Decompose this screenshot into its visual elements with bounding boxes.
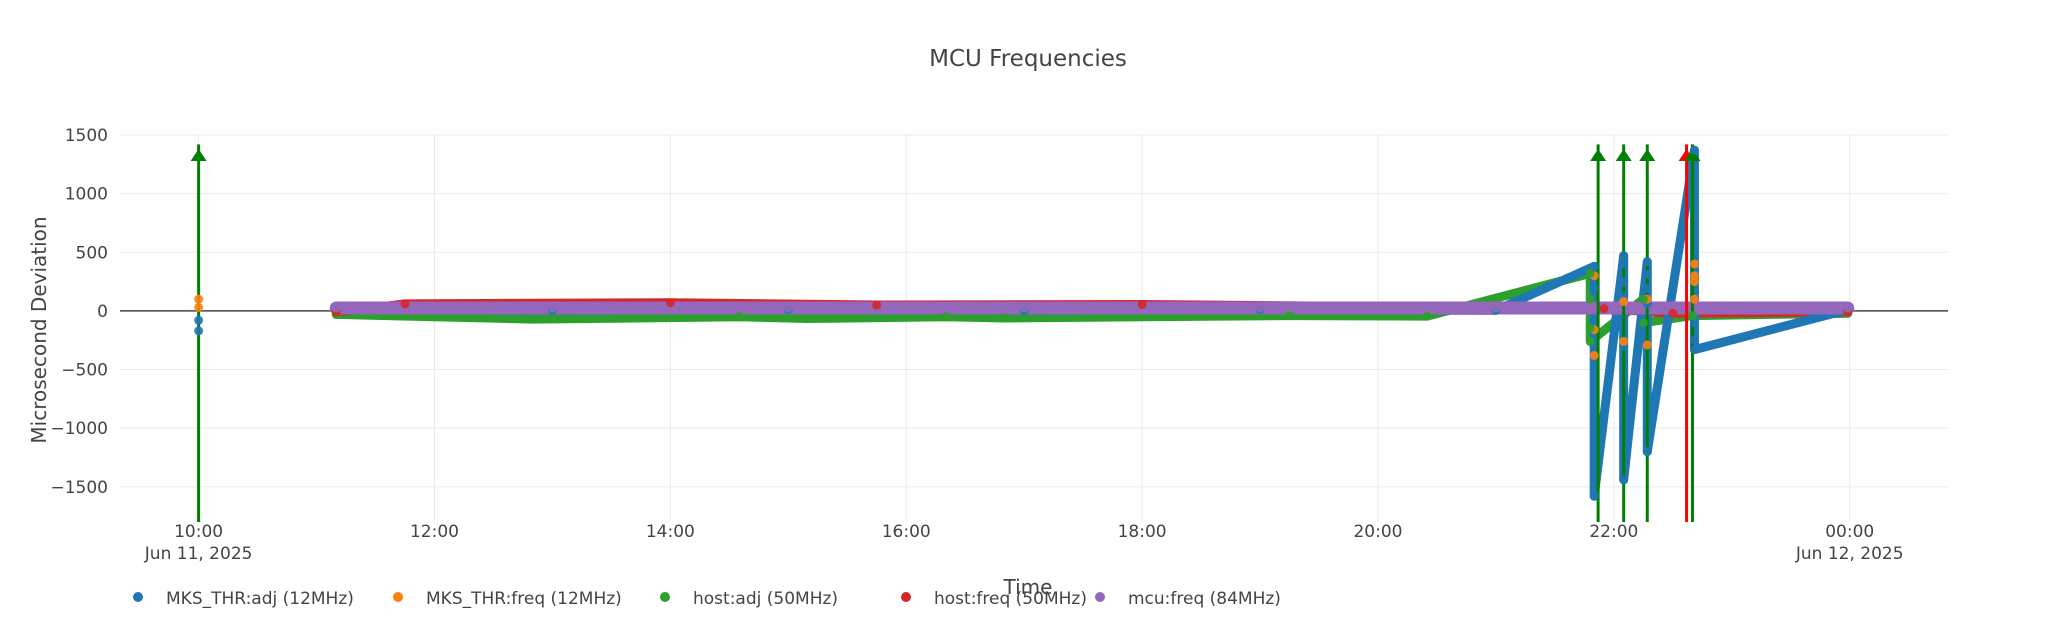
- data-point: [1689, 145, 1699, 155]
- data-point: [400, 299, 410, 309]
- legend-marker: [393, 592, 403, 602]
- data-point: [1642, 257, 1652, 267]
- data-point: [1638, 318, 1648, 328]
- data-point: [1019, 303, 1029, 313]
- data-point: [1727, 303, 1737, 313]
- data-point: [1599, 304, 1609, 314]
- x-tick-label: 22:00: [1589, 522, 1638, 542]
- data-point: [1642, 447, 1652, 457]
- data-point: [1285, 311, 1295, 321]
- legend-marker: [133, 592, 143, 602]
- data-point: [1642, 270, 1652, 280]
- data-point: [194, 326, 204, 336]
- legend-marker: [660, 592, 670, 602]
- data-point: [194, 294, 204, 304]
- marker-arrowhead: [190, 149, 207, 161]
- data-point: [331, 303, 341, 313]
- data-point: [1585, 268, 1595, 278]
- data-point: [1137, 299, 1147, 309]
- marker-arrowhead: [1684, 149, 1701, 161]
- data-point: [1585, 294, 1595, 304]
- data-point: [1589, 261, 1599, 271]
- data-point: [1668, 308, 1678, 318]
- data-point: [803, 314, 813, 324]
- y-tick-label: 1500: [65, 126, 108, 146]
- legend-label: MKS_THR:adj (12MHz): [166, 589, 354, 609]
- y-tick-label: 1000: [65, 185, 108, 205]
- x-tick-sublabel: Jun 12, 2025: [1795, 544, 1904, 564]
- y-tick-label: −1500: [50, 478, 108, 498]
- data-point: [1619, 297, 1629, 307]
- x-tick-label: 12:00: [410, 522, 459, 542]
- data-point: [1689, 277, 1699, 287]
- legend: MKS_THR:adj (12MHz) MKS_THR:freq (12MHz) h…: [133, 589, 1281, 609]
- data-point: [872, 300, 882, 310]
- y-tick-label: 500: [76, 243, 108, 263]
- legend-label: MKS_THR:freq (12MHz): [426, 589, 622, 609]
- data-point: [547, 303, 557, 313]
- gridlines: [120, 134, 1948, 522]
- y-axis-title: Microsecond Deviation: [27, 216, 51, 443]
- x-tick-label: 16:00: [882, 522, 931, 542]
- y-axis-ticks: 1500 1000 500 0 −500 −1000 −1500: [50, 126, 108, 498]
- data-point: [1589, 282, 1599, 292]
- data-point: [1689, 345, 1699, 355]
- marker-arrowhead: [1639, 149, 1656, 161]
- y-tick-label: −1000: [50, 419, 108, 439]
- data-point: [1609, 303, 1619, 313]
- chart-title: MCU Frequencies: [929, 46, 1127, 72]
- vertical-markers: [190, 144, 1701, 522]
- data-point: [1619, 336, 1629, 346]
- data-point: [1255, 303, 1265, 313]
- data-point: [1619, 277, 1629, 287]
- data-point: [1619, 251, 1629, 261]
- x-tick-sublabel: Jun 11, 2025: [144, 544, 253, 564]
- data-points: [194, 145, 1853, 501]
- legend-label: host:freq (50MHz): [934, 589, 1087, 609]
- marker-arrowhead: [1615, 149, 1632, 161]
- data-point: [1422, 311, 1432, 321]
- data-point: [734, 312, 744, 322]
- data-point: [1589, 350, 1599, 360]
- y-tick-label: 0: [97, 302, 108, 322]
- data-point: [194, 302, 204, 312]
- x-axis-title: Time: [1003, 575, 1053, 599]
- data-point: [1689, 335, 1699, 345]
- legend-marker: [901, 592, 911, 602]
- x-tick-label: 00:00: [1825, 522, 1874, 542]
- data-point: [528, 314, 538, 324]
- marker-arrowhead: [1590, 149, 1607, 161]
- data-point: [1585, 336, 1595, 346]
- data-point: [1689, 259, 1699, 269]
- data-point: [1491, 303, 1501, 313]
- data-point: [1585, 324, 1595, 333]
- data-point: [1689, 294, 1699, 304]
- data-point: [1689, 318, 1699, 328]
- x-tick-label: 14:00: [646, 522, 695, 542]
- data-point: [941, 312, 951, 322]
- y-tick-label: −500: [61, 361, 108, 381]
- data-point: [1843, 303, 1853, 313]
- data-point: [665, 298, 675, 308]
- data-point: [1619, 475, 1629, 485]
- data-point: [1619, 259, 1629, 269]
- data-point: [194, 315, 204, 325]
- data-point: [1638, 294, 1648, 304]
- x-tick-label: 20:00: [1353, 522, 1402, 542]
- data-point: [1000, 313, 1010, 323]
- legend-label: mcu:freq (84MHz): [1128, 589, 1281, 609]
- x-tick-label: 18:00: [1118, 522, 1167, 542]
- series-bands: [329, 145, 1855, 501]
- legend-label: host:adj (50MHz): [693, 589, 838, 609]
- data-point: [783, 303, 793, 313]
- legend-marker: [1095, 592, 1105, 602]
- data-point: [1589, 491, 1599, 501]
- data-point: [1687, 311, 1697, 321]
- x-tick-label: 10:00: [174, 522, 223, 542]
- data-point: [1642, 340, 1652, 350]
- data-point: [1642, 284, 1652, 294]
